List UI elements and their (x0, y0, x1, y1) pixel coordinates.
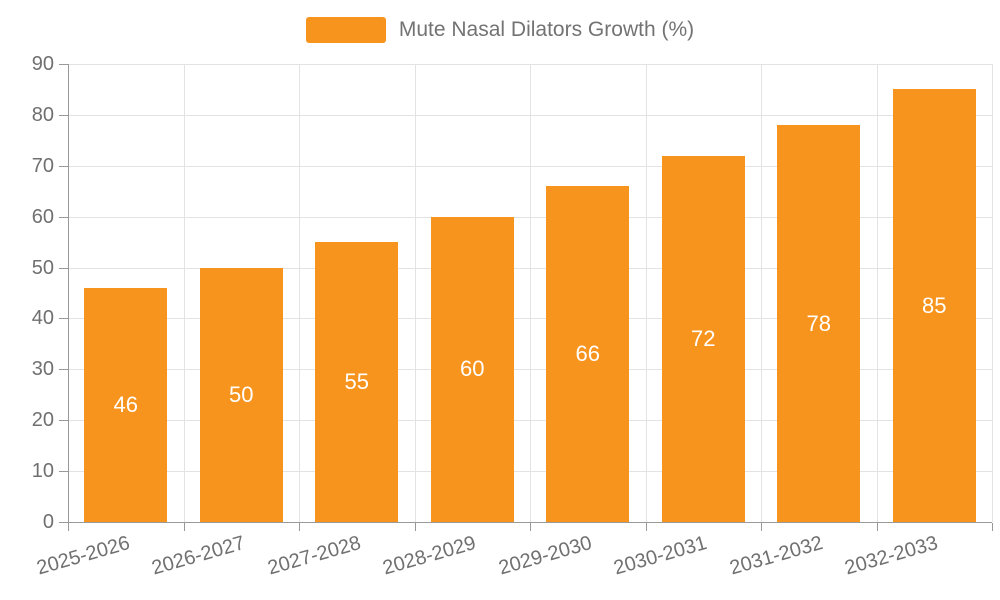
gridline-vertical (183, 64, 185, 522)
y-axis-tick (59, 522, 68, 523)
plot-area: 46 50 55 60 66 72 78 85 (68, 64, 993, 522)
x-axis-tick (530, 523, 531, 531)
x-axis-tick (68, 523, 69, 531)
legend-swatch-icon (305, 17, 386, 43)
y-tick-label: 30 (31, 358, 54, 381)
y-axis-tick (59, 471, 68, 473)
bar-value-label: 46 (113, 391, 139, 417)
x-axis-tick (414, 523, 416, 531)
bar-value-label: 55 (344, 369, 370, 395)
y-axis-tick (59, 114, 68, 116)
bar-value-label: 78 (806, 310, 832, 336)
bar[interactable]: 66 (546, 186, 630, 522)
y-axis-tick (59, 64, 68, 65)
x-axis-tick (992, 523, 993, 531)
y-axis-tick (59, 165, 68, 167)
y-axis-tick (59, 267, 68, 269)
x-axis-tick (645, 523, 647, 531)
y-tick-label: 20 (31, 409, 54, 432)
bar-value-label: 72 (691, 325, 716, 351)
y-axis-tick (59, 369, 68, 371)
x-axis-tick (299, 523, 300, 531)
bar[interactable]: 55 (315, 242, 399, 522)
x-axis-tick (183, 523, 185, 531)
y-tick-label: 0 (42, 511, 54, 533)
bar-value-label: 85 (922, 292, 947, 318)
y-axis-line (68, 64, 69, 523)
bar-value-label: 60 (460, 356, 485, 382)
y-axis-tick (59, 318, 68, 320)
gridline-vertical (992, 64, 993, 522)
gridline-vertical (530, 64, 531, 522)
x-axis-tick (761, 523, 762, 531)
y-axis-tick (59, 420, 68, 422)
gridline-vertical (645, 64, 647, 522)
gridline-vertical (299, 64, 300, 522)
y-tick-label: 80 (31, 103, 54, 126)
x-axis-line (68, 522, 992, 523)
bar[interactable]: 85 (892, 89, 976, 522)
y-axis-tick (59, 216, 68, 218)
gridline-vertical (761, 64, 762, 522)
y-tick-label: 50 (31, 256, 54, 279)
gridline-vertical (414, 64, 416, 522)
legend-label: Mute Nasal Dilators Growth (%) (398, 18, 695, 41)
bar[interactable]: 60 (430, 216, 514, 522)
y-tick-label: 60 (31, 205, 54, 228)
bar[interactable]: 78 (777, 125, 861, 522)
legend[interactable]: Mute Nasal Dilators Growth (%) (0, 16, 1000, 44)
y-tick-label: 10 (31, 460, 54, 483)
bar[interactable]: 50 (199, 267, 283, 522)
x-axis-tick (876, 523, 878, 531)
bar-value-label: 50 (229, 381, 254, 407)
bar-value-label: 66 (575, 341, 601, 367)
gridline-vertical (876, 64, 878, 522)
bar[interactable]: 46 (84, 287, 168, 522)
y-tick-label: 70 (31, 154, 54, 177)
y-tick-label: 40 (31, 307, 54, 330)
y-tick-label: 90 (31, 53, 54, 75)
bar[interactable]: 72 (661, 155, 745, 522)
